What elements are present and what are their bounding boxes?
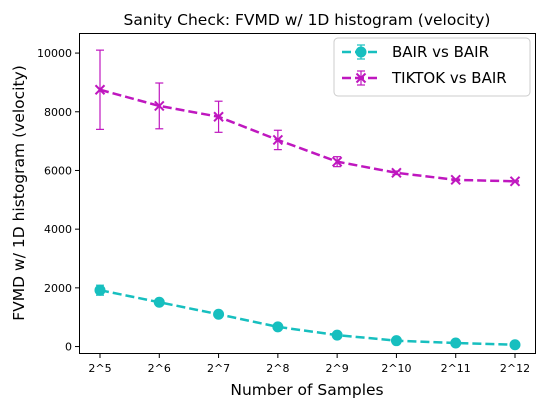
series-0 xyxy=(94,284,521,351)
y-tick-label: 6000 xyxy=(44,164,72,177)
plot-area xyxy=(94,49,521,351)
data-point xyxy=(213,308,225,320)
series-line xyxy=(99,88,516,183)
y-tick-label: 4000 xyxy=(44,223,72,236)
legend-box xyxy=(333,37,531,97)
x-tick-label: 2^12 xyxy=(500,362,530,375)
data-point xyxy=(391,167,402,179)
x-tick-label: 2^7 xyxy=(207,362,230,375)
legend: BAIR vs BAIR TIKTOK vs BAIR xyxy=(333,37,531,97)
series-line xyxy=(99,288,516,347)
x-tick-label: 2^6 xyxy=(148,362,171,375)
data-point xyxy=(153,296,165,308)
data-point xyxy=(94,84,106,95)
data-point xyxy=(272,134,284,146)
data-point xyxy=(272,321,284,333)
y-tick-label: 2000 xyxy=(44,282,72,295)
x-axis-label: Number of Samples xyxy=(230,381,383,399)
y-axis-label: FVMD w/ 1D histogram (velocity) xyxy=(10,65,28,320)
x-tick-label: 2^5 xyxy=(88,362,111,375)
x-tick-label: 2^8 xyxy=(266,362,289,375)
x-tick-label: 2^11 xyxy=(441,362,471,375)
data-point xyxy=(213,111,224,122)
chart-title: Sanity Check: FVMD w/ 1D histogram (velo… xyxy=(124,11,491,29)
series-1 xyxy=(94,49,521,187)
data-point xyxy=(509,176,521,187)
legend-marker xyxy=(355,46,367,58)
legend-marker xyxy=(355,72,367,84)
x-tick-label: 2^10 xyxy=(381,362,411,375)
data-point xyxy=(94,284,106,296)
legend-entry: TIKTOK vs BAIR xyxy=(342,69,507,87)
data-point xyxy=(331,156,343,167)
y-tick-label: 8000 xyxy=(44,106,72,119)
axes: 2^5 2^6 2^7 2^8 2^9 2^10 2^11 2^12 0 2000 4000 6000… xyxy=(37,47,530,375)
data-point xyxy=(331,329,343,341)
y-tick-label: 0 xyxy=(65,341,72,354)
plot-frame xyxy=(79,33,536,354)
data-point xyxy=(450,174,461,186)
data-point xyxy=(154,100,165,112)
legend-label: TIKTOK vs BAIR xyxy=(391,69,507,87)
legend-entry: BAIR vs BAIR xyxy=(342,43,489,61)
data-point xyxy=(450,337,462,349)
data-point xyxy=(390,335,402,347)
legend-label: BAIR vs BAIR xyxy=(392,43,489,61)
y-tick-label: 10000 xyxy=(37,47,72,60)
data-point xyxy=(509,339,521,351)
x-tick-label: 2^9 xyxy=(326,362,349,375)
